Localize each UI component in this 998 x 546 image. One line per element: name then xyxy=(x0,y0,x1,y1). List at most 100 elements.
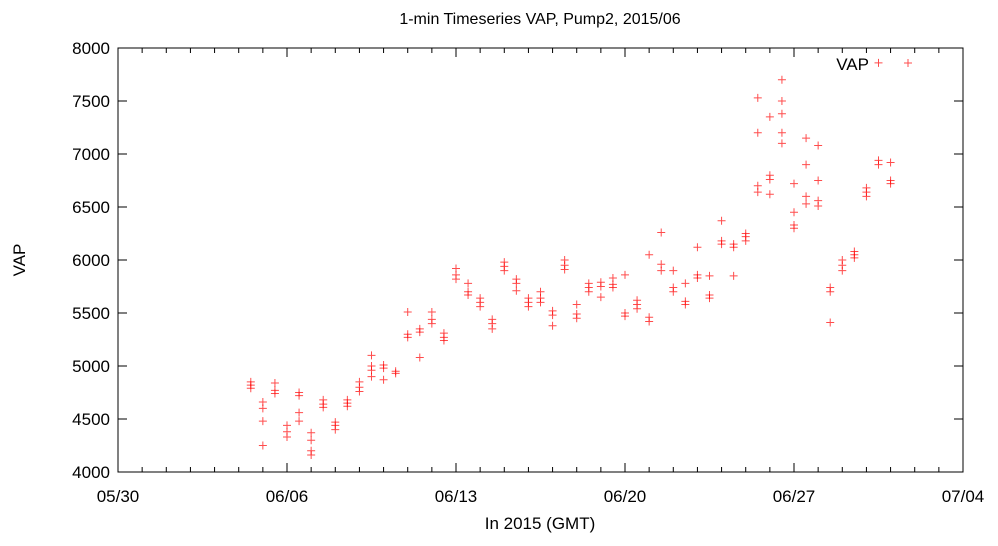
data-point xyxy=(331,425,340,434)
legend: VAP xyxy=(836,55,912,74)
data-point xyxy=(850,247,859,256)
data-point xyxy=(584,279,593,288)
data-point xyxy=(295,408,304,417)
data-point xyxy=(802,199,811,208)
data-point xyxy=(705,271,714,280)
data-point xyxy=(765,190,774,199)
x-tick-label: 05/30 xyxy=(97,487,140,506)
data-point xyxy=(717,216,726,225)
data-point xyxy=(814,176,823,185)
data-point xyxy=(452,275,460,284)
data-point xyxy=(367,351,376,360)
data-point xyxy=(645,317,654,326)
data-point xyxy=(657,260,666,269)
data-point xyxy=(862,183,871,192)
data-point xyxy=(862,192,871,201)
data-point xyxy=(729,243,738,252)
data-point xyxy=(838,256,847,264)
axis-ticks xyxy=(117,47,964,473)
data-point xyxy=(258,441,267,450)
data-point xyxy=(802,160,811,169)
data-point xyxy=(729,271,738,280)
data-point xyxy=(753,128,762,137)
data-point xyxy=(777,75,786,84)
data-point xyxy=(777,139,786,148)
data-point xyxy=(596,282,605,291)
data-point xyxy=(439,336,448,345)
data-point xyxy=(270,389,279,398)
data-point xyxy=(379,364,388,373)
data-point xyxy=(777,128,786,137)
data-point xyxy=(717,240,726,249)
legend-plus-marker xyxy=(904,59,912,67)
data-point xyxy=(886,179,895,188)
data-point xyxy=(295,391,304,400)
data-point xyxy=(464,279,473,288)
y-tick-label: 5000 xyxy=(72,357,110,376)
data-point xyxy=(403,333,412,342)
legend-marker xyxy=(904,59,912,67)
x-tick-labels: 05/30 06/06 06/13 06/20 06/27 07/04 xyxy=(97,487,985,506)
data-point xyxy=(657,228,666,237)
data-point xyxy=(777,97,786,105)
data-point xyxy=(270,378,279,387)
data-point xyxy=(681,300,690,309)
data-point xyxy=(427,307,436,316)
data-point xyxy=(500,266,509,275)
data-point xyxy=(621,312,629,321)
chart-title: 1-min Timeseries VAP, Pump2, 2015/06 xyxy=(399,11,680,28)
data-point xyxy=(415,353,424,362)
data-point xyxy=(258,404,267,413)
x-tick-label: 06/27 xyxy=(773,487,816,506)
data-points xyxy=(246,58,895,460)
data-point xyxy=(874,58,883,67)
data-point xyxy=(790,224,798,233)
data-point xyxy=(814,196,823,205)
data-point xyxy=(283,433,291,442)
data-point xyxy=(560,265,569,274)
data-point xyxy=(790,179,798,188)
data-point xyxy=(560,256,569,264)
data-point xyxy=(391,369,400,378)
data-point xyxy=(814,141,823,150)
plot-frame xyxy=(117,47,964,473)
data-point xyxy=(645,250,654,259)
data-point xyxy=(826,283,835,292)
data-point xyxy=(753,188,762,197)
data-point xyxy=(403,307,412,316)
data-point xyxy=(669,287,678,296)
data-point xyxy=(548,321,557,330)
data-point xyxy=(512,279,521,288)
data-point xyxy=(765,112,774,121)
y-tick-label: 6500 xyxy=(72,198,110,217)
data-point xyxy=(476,294,485,303)
data-point xyxy=(886,158,895,167)
data-point xyxy=(355,387,364,396)
data-point xyxy=(427,319,436,328)
y-tick-label: 7500 xyxy=(72,92,110,111)
data-point xyxy=(379,375,388,384)
y-axis-label: VAP xyxy=(10,244,29,277)
x-tick-label: 06/06 xyxy=(266,487,309,506)
x-tick-label: 07/04 xyxy=(942,487,985,506)
data-point xyxy=(669,266,678,275)
data-point xyxy=(548,311,557,320)
y-tick-label: 8000 xyxy=(72,39,110,58)
data-point xyxy=(246,384,255,393)
data-point xyxy=(874,160,883,169)
data-point xyxy=(572,314,581,323)
data-point xyxy=(452,264,460,273)
data-point xyxy=(826,318,835,327)
data-point xyxy=(608,274,617,283)
legend-label: VAP xyxy=(836,55,869,74)
data-point xyxy=(838,266,847,275)
data-point xyxy=(524,302,533,311)
data-point xyxy=(258,417,267,426)
data-point xyxy=(476,302,485,311)
data-point xyxy=(705,294,714,303)
data-point xyxy=(693,243,702,252)
data-point xyxy=(621,270,629,279)
data-point xyxy=(777,109,786,118)
data-point xyxy=(584,287,593,296)
